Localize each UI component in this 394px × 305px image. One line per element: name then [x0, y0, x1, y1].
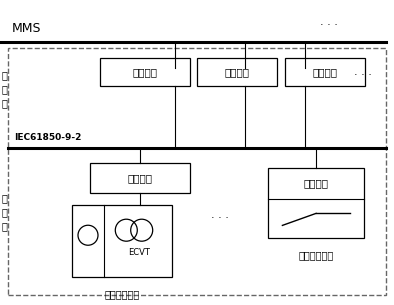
Text: . . .: . . . — [320, 17, 338, 27]
Text: 合并单元: 合并单元 — [128, 173, 152, 183]
Text: 过: 过 — [1, 193, 7, 203]
Text: 层: 层 — [1, 221, 7, 231]
Text: 故障录波: 故障录波 — [225, 67, 249, 77]
Text: . . .: . . . — [354, 67, 372, 77]
Text: 程: 程 — [1, 207, 7, 217]
Bar — [90, 163, 190, 193]
Text: 故障录波: 故障录波 — [312, 67, 338, 77]
Text: 层: 层 — [1, 98, 7, 108]
Bar — [100, 58, 190, 86]
Text: . . .: . . . — [211, 210, 229, 220]
Bar — [8, 48, 386, 295]
Bar — [285, 58, 365, 86]
Bar — [197, 58, 277, 86]
Bar — [72, 205, 172, 277]
Text: MMS: MMS — [12, 21, 41, 34]
Bar — [268, 168, 364, 238]
Text: 电子式互感器: 电子式互感器 — [104, 289, 139, 299]
Text: IEC61850-9-2: IEC61850-9-2 — [14, 133, 82, 142]
Text: 隔: 隔 — [1, 84, 7, 94]
Text: ECVT: ECVT — [128, 248, 150, 257]
Text: 继电保护: 继电保护 — [132, 67, 158, 77]
Text: 间: 间 — [1, 70, 7, 80]
Text: 智能接口: 智能接口 — [303, 178, 329, 188]
Text: 智能一次设备: 智能一次设备 — [298, 250, 334, 260]
